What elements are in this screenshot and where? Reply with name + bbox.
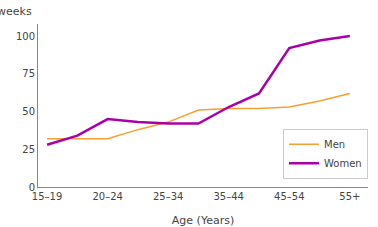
svg-text:Women: Women [324,158,362,169]
svg-text:Age (Years): Age (Years) [172,214,234,227]
svg-text:35–44: 35–44 [214,191,244,202]
svg-text:20–24: 20–24 [92,191,122,202]
svg-text:25: 25 [22,144,35,155]
svg-text:weeks: weeks [0,5,32,18]
svg-text:100: 100 [16,31,35,42]
svg-text:Men: Men [324,139,345,150]
svg-text:25–34: 25–34 [153,191,183,202]
svg-text:45–54: 45–54 [274,191,304,202]
svg-text:50: 50 [22,106,35,117]
svg-text:0: 0 [29,182,35,193]
svg-text:15–19: 15–19 [32,191,62,202]
svg-text:55+: 55+ [339,191,360,202]
svg-text:75: 75 [22,68,35,79]
